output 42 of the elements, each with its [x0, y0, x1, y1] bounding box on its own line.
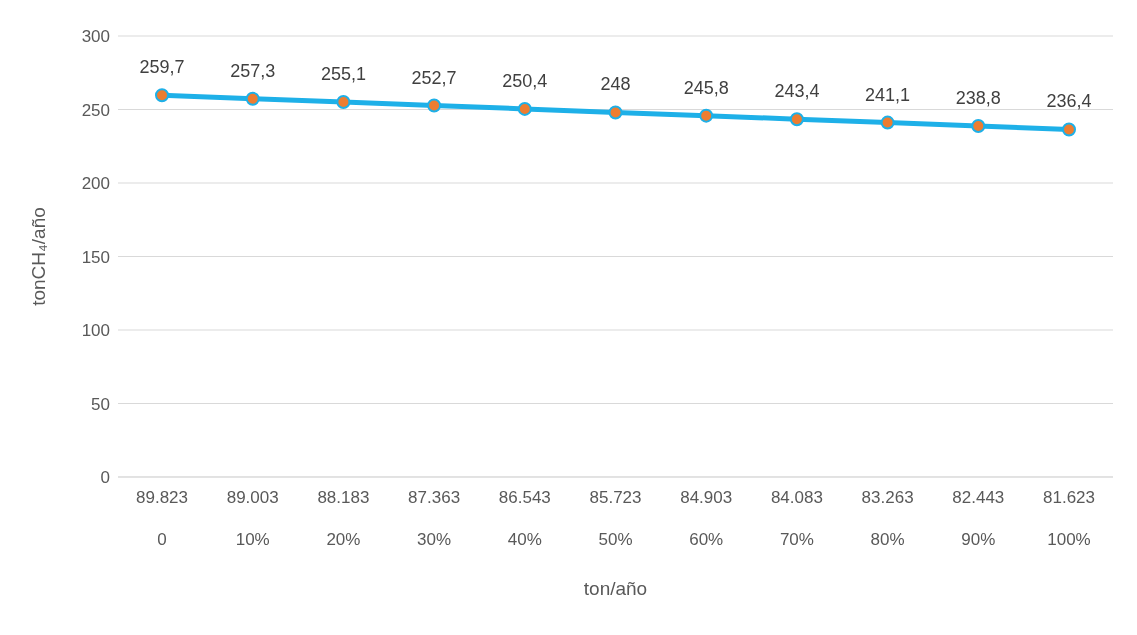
category-label: 81.623 100% — [1043, 488, 1095, 549]
category-label: 82.443 90% — [952, 488, 1005, 549]
category-label: 85.723 50% — [589, 488, 642, 549]
point — [608, 105, 623, 120]
data-label: 245,8 — [683, 77, 729, 98]
y-axis-title: tonCH₄/año — [27, 207, 49, 306]
point — [971, 118, 986, 133]
data-label: 257,3 — [230, 60, 276, 81]
point — [789, 112, 804, 127]
category-label: 89.003 10% — [226, 488, 279, 549]
category-label: 84.083 70% — [770, 488, 823, 549]
point — [880, 115, 895, 130]
category-label: 84.903 60% — [680, 488, 733, 549]
y-tick-label: 0 — [100, 468, 110, 488]
point — [155, 88, 169, 103]
data-label: 241,1 — [865, 84, 911, 105]
point — [336, 95, 351, 109]
category-label: 88.183 20% — [317, 488, 370, 549]
y-tick-label: 100 — [81, 321, 110, 341]
point — [245, 91, 260, 106]
data-label: 250,4 — [502, 70, 548, 91]
point — [699, 108, 714, 123]
data-label: 252,7 — [411, 67, 457, 88]
y-tick-label: 150 — [81, 247, 110, 267]
point — [1062, 122, 1076, 137]
category-label: 83.263 80% — [861, 488, 914, 549]
y-tick-label: 250 — [81, 100, 110, 120]
x-axis-title: ton/año — [583, 578, 648, 599]
y-tick-label: 200 — [81, 174, 110, 194]
y-tick-label: 50 — [91, 394, 110, 414]
data-label: 238,8 — [955, 87, 1001, 108]
category-label: 86.543 40% — [498, 488, 551, 549]
category-label: 89.823 0 — [136, 488, 188, 549]
data-label: 255,1 — [320, 64, 366, 84]
y-tick-label: 300 — [81, 27, 110, 47]
data-label: 243,4 — [774, 81, 820, 102]
point — [517, 101, 532, 116]
data-label: 236,4 — [1046, 91, 1092, 112]
data-label: 259,7 — [139, 57, 185, 78]
data-label: 248 — [600, 74, 631, 95]
point — [427, 98, 442, 113]
category-label: 87.363 30% — [408, 488, 461, 549]
